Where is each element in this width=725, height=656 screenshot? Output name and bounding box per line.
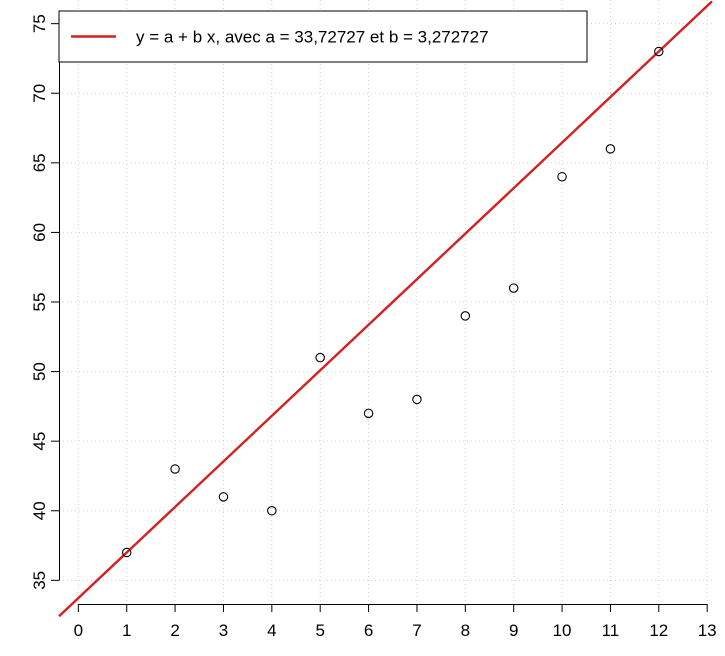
data-point [170,464,180,474]
data-points [121,46,664,558]
x-tick-label: 1 [122,621,131,640]
legend-box [58,10,588,63]
data-point [557,171,567,182]
x-tick-label: 2 [170,621,179,640]
y-tick-label: 45 [30,432,49,451]
y-tick-label: 75 [30,14,49,33]
x-ticks: 0 1 2 3 4 5 6 7 8 9 10 11 12 13 [74,604,717,640]
x-tick-label: 12 [649,621,668,640]
y-tick-label: 55 [30,293,49,312]
x-tick-label: 4 [267,621,276,640]
x-tick-label: 9 [509,621,518,640]
data-point [363,408,374,419]
data-point [315,352,325,363]
x-tick-label: 6 [364,621,373,640]
legend-label: y = a + b x, avec a = 33,72727 et b = 3,… [136,28,489,47]
x-tick-label: 7 [412,621,421,640]
data-point [412,394,422,405]
x-tick-label: 5 [315,621,324,640]
data-point [218,492,229,502]
data-point [508,283,519,293]
data-point [654,46,664,57]
y-tick-label: 60 [30,223,49,242]
legend: y = a + b x, avec a = 33,72727 et b = 3,… [58,10,588,63]
x-tick-label: 11 [602,621,620,640]
data-point [267,506,277,516]
x-tick-label: 0 [74,621,83,640]
x-tick-label: 13 [698,621,717,640]
data-point [460,311,471,321]
y-tick-label: 70 [30,84,49,103]
fit-line [58,0,713,618]
fit-line-layer [58,0,713,618]
x-tick-label: 3 [219,621,228,640]
y-tick-label: 35 [30,571,49,590]
axes [59,23,708,605]
data-point [605,144,616,154]
y-tick-label: 50 [30,362,49,381]
y-tick-label: 40 [30,501,49,520]
x-tick-label: 10 [553,621,572,640]
y-tick-label: 65 [30,153,49,172]
grid [59,0,712,604]
x-tick-label: 8 [461,621,470,640]
y-ticks: 35 40 45 50 55 60 65 70 75 [30,14,59,590]
data-point [121,547,132,558]
